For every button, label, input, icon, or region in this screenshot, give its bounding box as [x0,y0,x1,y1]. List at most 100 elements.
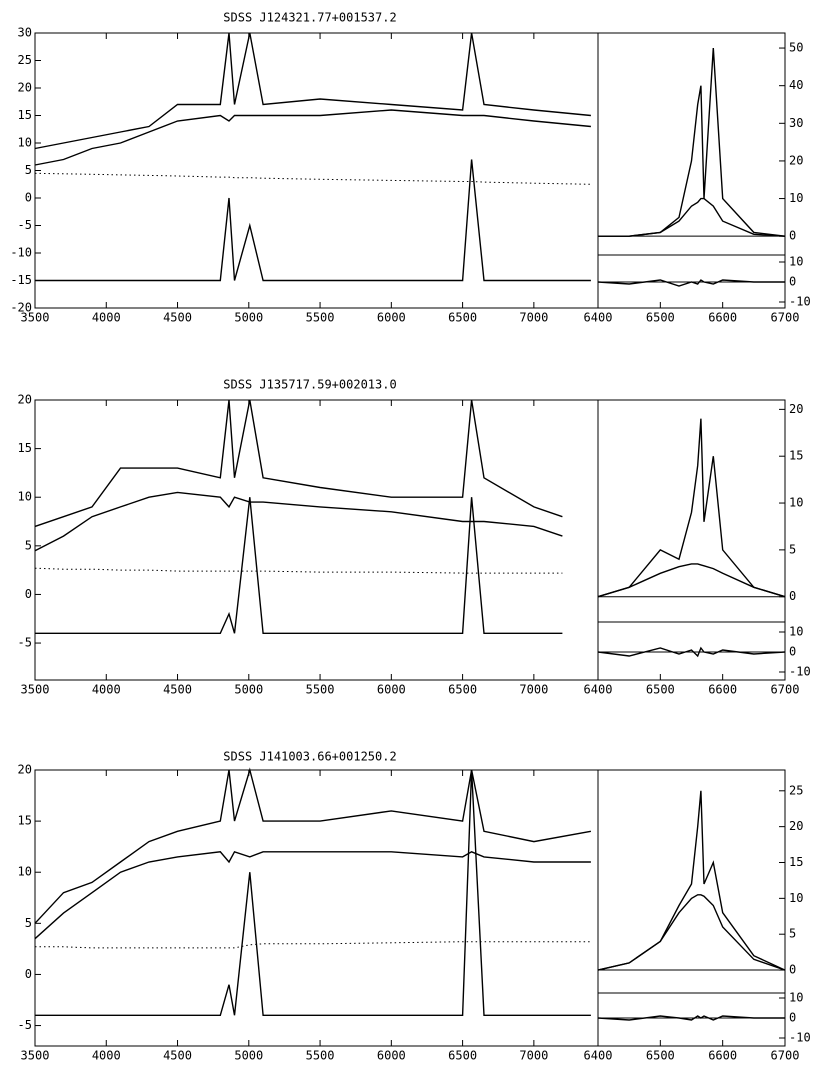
spectrum-line [34,172,591,185]
spectrum-line [34,399,563,528]
y-tick-label: 20 [789,819,803,833]
spectrum-line [34,850,591,940]
x-tick-label: 5500 [306,311,335,325]
y-tick-label: 0 [789,275,796,289]
y-tick-label: -10 [10,246,32,260]
y-tick-label: 20 [789,153,803,167]
y-tick-label: 0 [789,645,796,659]
y-tick-label: 10 [18,490,32,504]
y-tick-label: 0 [25,967,32,981]
y-tick-label: -10 [789,665,811,679]
y-tick-label: 10 [789,191,803,205]
y-tick-label: 25 [18,53,32,67]
spectrum-line [35,941,591,949]
y-tick-label: 30 [18,26,32,40]
y-tick-label: -5 [18,636,32,650]
spectrum-line [34,32,591,150]
y-tick-label: 0 [789,589,796,603]
y-tick-label: -5 [18,218,32,232]
spectrum-line [34,491,563,552]
y-tick-label: 10 [789,891,803,905]
x-tick-label: 5500 [306,1049,335,1063]
y-tick-label: 40 [789,78,803,92]
y-tick-label: 0 [789,963,796,977]
y-tick-label: 15 [789,449,803,463]
x-tick-label: 7000 [519,1049,548,1063]
x-tick-label: 5000 [234,683,263,697]
spectrum-line [598,48,786,237]
y-tick-label: 10 [789,991,803,1005]
x-tick-label: 6700 [771,311,800,325]
y-tick-label: 10 [789,496,803,510]
chart-title: SDSS J141003.66+001250.2 [223,750,396,764]
y-tick-label: 30 [789,116,803,130]
spectrum-line [34,767,592,924]
x-tick-label: 6500 [646,311,675,325]
x-tick-label: 6500 [448,1049,477,1063]
y-tick-label: 5 [25,538,32,552]
y-tick-label: 20 [789,402,803,416]
y-tick-label: 0 [25,587,32,601]
spectrum-line [34,567,563,574]
x-tick-label: 6500 [448,311,477,325]
y-tick-label: 50 [789,41,803,55]
x-tick-label: 5000 [234,1049,263,1063]
plot-frame [34,399,599,681]
x-tick-label: 7000 [519,311,548,325]
chart-title: SDSS J135717.59+002013.0 [223,378,396,392]
x-tick-label: 6700 [771,1049,800,1063]
x-tick-label: 6600 [708,1049,737,1063]
x-tick-label: 6500 [646,1049,675,1063]
x-tick-label: 3500 [21,1049,50,1063]
x-tick-label: 4000 [92,683,121,697]
x-tick-label: 6500 [448,683,477,697]
x-tick-label: 4500 [163,1049,192,1063]
x-tick-label: 6400 [584,683,613,697]
y-tick-label: 5 [789,927,796,941]
plot-frame [597,621,786,681]
y-tick-label: 0 [25,191,32,205]
y-tick-label: 20 [18,763,32,777]
spectrum-line [35,769,591,1016]
x-tick-label: 6600 [708,683,737,697]
spectrum-line [34,109,591,166]
spectrum-line [597,279,785,287]
y-tick-label: 5 [789,542,796,556]
y-tick-label: 10 [789,255,803,269]
y-tick-label: -10 [789,295,811,309]
x-tick-label: 4500 [163,683,192,697]
spectrum-line [598,197,786,237]
y-tick-label: 10 [789,625,803,639]
plot-frame [34,32,599,309]
spectrum-line [597,790,786,971]
y-tick-label: 20 [18,81,32,95]
y-tick-label: 20 [18,393,32,407]
y-tick-label: 15 [18,814,32,828]
x-tick-label: 3500 [21,683,50,697]
x-tick-label: 6000 [377,1049,406,1063]
x-tick-label: 5500 [306,683,335,697]
x-tick-label: 5000 [234,311,263,325]
x-tick-label: 4000 [92,1049,121,1063]
y-tick-label: 5 [25,916,32,930]
spectrum-line [35,159,591,282]
y-tick-label: -20 [10,301,32,315]
x-tick-label: 6000 [377,311,406,325]
x-tick-label: 6600 [708,311,737,325]
spectrum-line [597,563,786,598]
plot-frame [34,769,599,1047]
y-tick-label: -5 [18,1018,32,1032]
y-tick-label: 25 [789,783,803,797]
y-tick-label: 5 [25,163,32,177]
x-tick-label: 6400 [584,311,613,325]
x-tick-label: 6500 [646,683,675,697]
y-tick-label: -15 [10,273,32,287]
spectrum-line [597,1015,785,1021]
x-tick-label: 6700 [771,683,800,697]
x-tick-label: 7000 [519,683,548,697]
plot-frame [597,32,786,256]
y-tick-label: 15 [18,108,32,122]
y-tick-label: 0 [789,229,796,243]
y-tick-label: -10 [789,1031,811,1045]
